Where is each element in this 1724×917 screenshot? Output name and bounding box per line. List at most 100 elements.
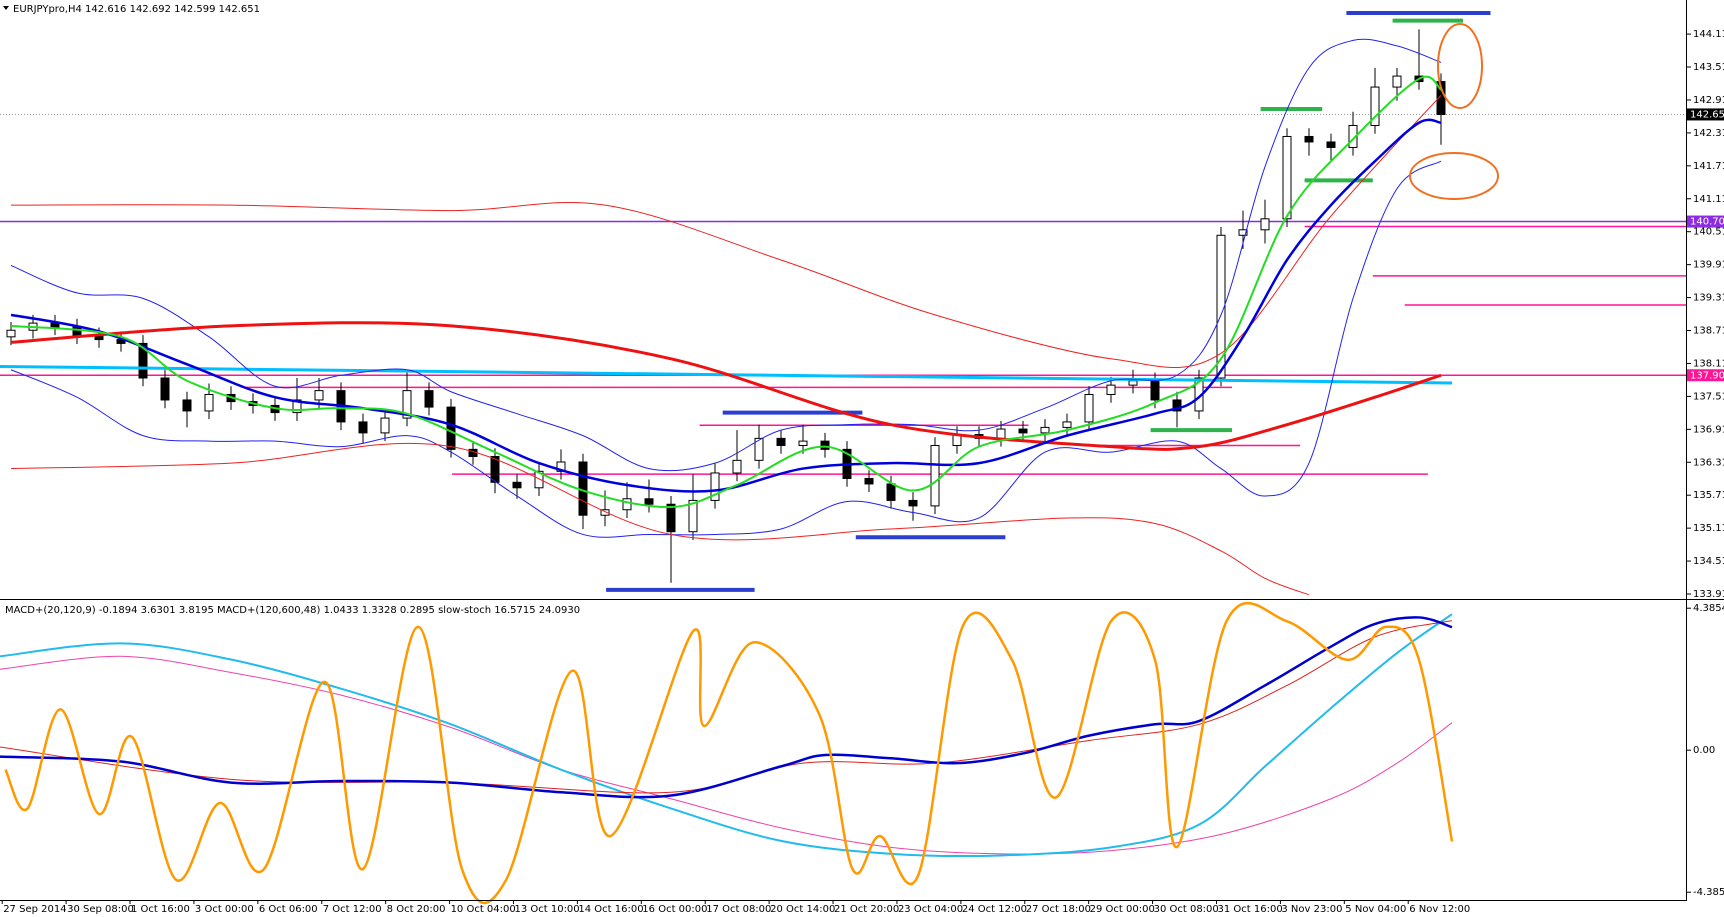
indicator-line <box>0 655 1453 855</box>
indicator-line <box>10 94 1442 368</box>
indicator-header: MACD+(20,120,9) -0.1894 3.6301 3.8195 MA… <box>5 605 580 616</box>
price-tag <box>1687 108 1724 121</box>
candle-body <box>490 455 500 483</box>
candle-body <box>886 483 896 501</box>
x-tick-label: 30 Sep 08:00 <box>67 904 134 915</box>
x-tick-label: 7 Oct 12:00 <box>323 904 382 915</box>
x-tick-label: 30 Oct 08:00 <box>1154 904 1219 915</box>
candle-body <box>1260 218 1270 231</box>
x-tick-label: 27 Sep 2014 <box>3 904 66 915</box>
candle-body <box>1150 380 1160 401</box>
menu-arrow[interactable] <box>3 6 9 10</box>
candle-body <box>688 499 698 533</box>
indicator-line <box>4 601 1454 905</box>
candle-body <box>1370 86 1380 126</box>
y-tick-label: 141.715 <box>1693 161 1724 172</box>
y-tick-label: 136.915 <box>1693 424 1724 435</box>
y-tick-label: 138.715 <box>1693 326 1724 337</box>
y-tick-label: 142.315 <box>1693 128 1724 139</box>
x-tick-label: 5 Nov 04:00 <box>1345 904 1406 915</box>
candle-body <box>1282 135 1292 220</box>
indicator-line <box>10 118 1442 493</box>
x-tick-label: 10 Oct 04:00 <box>451 904 516 915</box>
candle-body <box>754 437 764 461</box>
price-tag <box>1687 369 1724 382</box>
candle-body <box>666 503 676 533</box>
y-tick-label: 0.00 <box>1693 745 1715 756</box>
x-tick-label: 13 Oct 10:00 <box>514 904 579 915</box>
candle-body <box>1128 380 1138 386</box>
candle-body <box>292 399 302 414</box>
indicator-line <box>10 75 1442 509</box>
indicator-line <box>10 160 1442 538</box>
candle-body <box>1238 229 1248 236</box>
y-tick-label: 144.115 <box>1693 29 1724 40</box>
indicator-line <box>0 616 1453 799</box>
x-tick-label: 16 Oct 00:00 <box>642 904 707 915</box>
candle-body <box>864 477 874 485</box>
candle-body <box>314 390 324 401</box>
candle-body <box>732 459 742 474</box>
candle-body <box>1216 234 1226 379</box>
candle-body <box>380 417 390 434</box>
x-tick-label: 3 Nov 23:00 <box>1281 904 1342 915</box>
price-panel: 144.115 143.515 142.915 142.315 141.715 141.1… <box>0 10 1724 600</box>
price-tag-label: 140.700 <box>1690 217 1724 228</box>
candle-body <box>798 440 808 447</box>
indicator-line <box>0 613 1453 858</box>
x-tick-label: 17 Oct 08:00 <box>706 904 771 915</box>
candle-body <box>776 437 786 447</box>
y-tick-label: 136.315 <box>1693 457 1724 468</box>
candle-body <box>1326 141 1336 148</box>
y-tick-label: 134.515 <box>1693 556 1724 567</box>
candle-body <box>908 499 918 507</box>
y-tick-label: 141.115 <box>1693 194 1724 205</box>
candle-body <box>1304 135 1314 143</box>
candle-body <box>1062 421 1072 428</box>
y-tick-label: 135.715 <box>1693 490 1724 501</box>
annotation-ellipse <box>1409 152 1499 200</box>
y-tick-label: 139.915 <box>1693 260 1724 271</box>
indicator-line <box>10 442 1310 596</box>
y-tick-label: 135.115 <box>1693 523 1724 534</box>
candle-body <box>1172 399 1182 412</box>
candle-body <box>820 440 830 450</box>
y-tick-label: 137.515 <box>1693 391 1724 402</box>
indicator-line <box>10 38 1442 472</box>
candle-body <box>182 399 192 412</box>
y-tick-label: 138.115 <box>1693 358 1724 369</box>
candle-body <box>600 509 610 516</box>
candle-body <box>996 428 1006 439</box>
x-tick-label: 24 Oct 12:00 <box>962 904 1027 915</box>
candle-body <box>402 390 412 419</box>
candle-body <box>204 393 214 412</box>
candle-body <box>644 498 654 505</box>
x-tick-label: 21 Oct 20:00 <box>834 904 899 915</box>
annotation-ellipse <box>1437 23 1483 109</box>
x-tick-label: 14 Oct 16:00 <box>578 904 643 915</box>
y-tick-label: -4.3854 <box>1693 887 1724 898</box>
price-tag-label: 142.651 <box>1690 109 1724 120</box>
candle-body <box>138 342 148 379</box>
candle-body <box>160 377 170 401</box>
candle-body <box>446 406 456 450</box>
candle-body <box>1106 384 1116 395</box>
x-tick-label: 27 Oct 18:00 <box>1026 904 1091 915</box>
x-tick-label: 3 Oct 00:00 <box>195 904 254 915</box>
price-tag-label: 137.900 <box>1690 370 1724 381</box>
candle-body <box>424 390 434 408</box>
candle-body <box>1084 393 1094 423</box>
y-tick-label: 140.515 <box>1693 227 1724 238</box>
x-tick-label: 31 Oct 16:00 <box>1217 904 1282 915</box>
x-tick-label: 20 Oct 14:00 <box>770 904 835 915</box>
candle-body <box>512 481 522 489</box>
x-tick-label: 6 Nov 12:00 <box>1409 904 1470 915</box>
price-tag <box>1687 215 1724 228</box>
candle-body <box>1040 426 1050 434</box>
candle-body <box>358 421 368 434</box>
x-tick-label: 29 Oct 00:00 <box>1090 904 1155 915</box>
candle-body <box>534 470 544 489</box>
